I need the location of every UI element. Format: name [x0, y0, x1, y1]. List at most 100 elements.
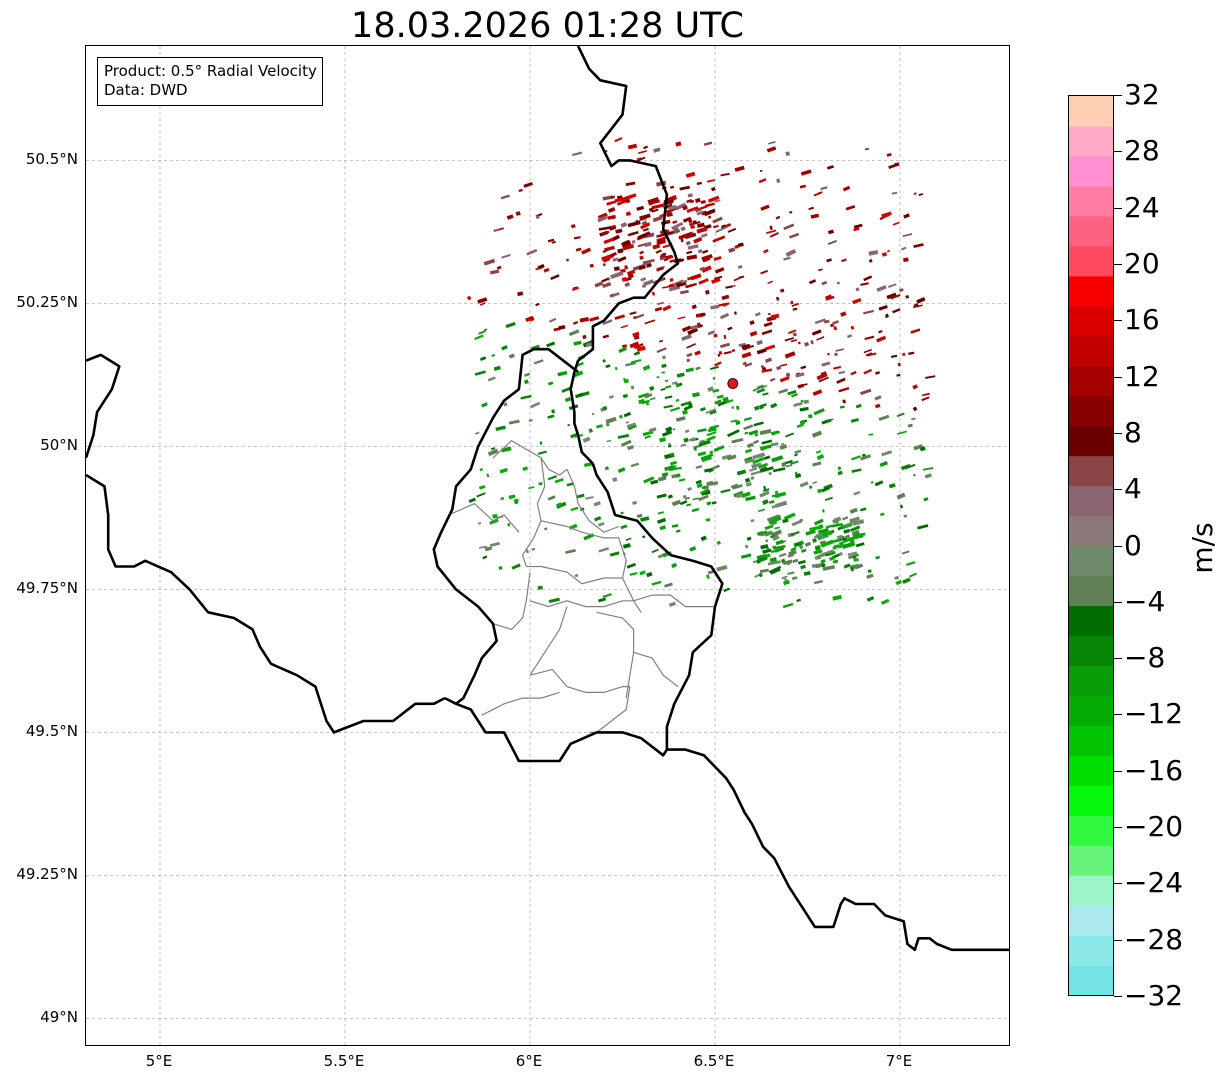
- velocity-echo: [780, 288, 785, 293]
- velocity-echo: [626, 422, 637, 429]
- velocity-echo: [627, 220, 641, 228]
- velocity-echo: [612, 477, 618, 482]
- velocity-echo: [620, 324, 628, 329]
- velocity-echo: [758, 572, 763, 578]
- colorbar-tick: [1114, 208, 1122, 209]
- velocity-echo: [799, 518, 804, 522]
- velocity-echo: [809, 485, 813, 489]
- velocity-echo: [566, 258, 569, 262]
- velocity-echo: [758, 508, 766, 513]
- colorbar-tick-label: 20: [1124, 247, 1160, 280]
- velocity-echo: [508, 353, 515, 359]
- velocity-echo: [820, 558, 826, 564]
- velocity-echo: [851, 455, 861, 461]
- velocity-echo: [701, 489, 711, 496]
- velocity-echo: [788, 549, 797, 556]
- velocity-echo: [759, 403, 767, 408]
- velocity-echo: [761, 368, 772, 373]
- velocity-echo: [808, 206, 815, 211]
- velocity-echo: [667, 228, 681, 236]
- velocity-echo: [543, 267, 550, 273]
- velocity-echo: [523, 181, 533, 188]
- velocity-echo: [868, 433, 874, 436]
- velocity-echo: [476, 492, 486, 498]
- velocity-echo: [842, 399, 846, 404]
- velocity-echo: [750, 519, 755, 523]
- colorbar-segment: [1069, 455, 1113, 487]
- velocity-echo: [774, 548, 781, 553]
- lon-tick-label: 6°E: [515, 1052, 543, 1070]
- velocity-echo: [496, 265, 502, 270]
- velocity-echo: [821, 361, 831, 367]
- map-panel[interactable]: [85, 45, 1010, 1046]
- velocity-echo: [764, 357, 773, 363]
- velocity-echo: [744, 544, 749, 549]
- velocity-echo: [769, 567, 781, 575]
- velocity-echo: [733, 276, 743, 282]
- velocity-echo: [815, 450, 822, 454]
- velocity-echo: [713, 445, 725, 452]
- velocity-echo: [661, 252, 667, 257]
- velocity-echo: [707, 195, 720, 203]
- velocity-echo: [769, 500, 775, 504]
- velocity-echo: [811, 563, 816, 569]
- velocity-echo: [573, 340, 582, 346]
- velocity-echo: [839, 405, 845, 409]
- velocity-echo: [843, 528, 851, 534]
- velocity-echo: [665, 255, 674, 260]
- velocity-echo: [718, 351, 723, 355]
- velocity-echo: [922, 392, 930, 397]
- velocity-echo: [838, 370, 846, 375]
- velocity-echo: [723, 587, 731, 593]
- velocity-echo: [626, 269, 636, 276]
- velocity-echo: [581, 247, 592, 255]
- velocity-echo: [771, 504, 777, 509]
- velocity-echo: [800, 419, 806, 425]
- velocity-echo: [679, 500, 688, 506]
- velocity-echo: [520, 394, 532, 400]
- velocity-echo: [589, 263, 594, 268]
- velocity-echo: [661, 371, 665, 374]
- velocity-echo: [493, 228, 499, 232]
- velocity-echo: [789, 232, 800, 239]
- velocity-echo: [910, 328, 921, 334]
- velocity-echo: [659, 525, 667, 531]
- velocity-echo: [775, 500, 788, 508]
- colorbar-tick-label: −4: [1124, 585, 1166, 618]
- colorbar-segment: [1069, 965, 1113, 995]
- colorbar-tick-label: −20: [1124, 810, 1184, 843]
- velocity-echo: [682, 216, 692, 223]
- velocity-echo: [611, 214, 616, 220]
- velocity-echo: [682, 494, 687, 499]
- velocity-echo: [888, 163, 898, 169]
- velocity-echo: [838, 541, 844, 547]
- velocity-echo: [912, 473, 916, 477]
- velocity-echo: [783, 512, 796, 521]
- velocity-echo: [886, 153, 892, 157]
- velocity-echo: [911, 417, 916, 421]
- velocity-echo: [535, 215, 540, 219]
- velocity-echo: [720, 488, 731, 494]
- velocity-echo: [625, 181, 636, 187]
- velocity-echo: [752, 439, 760, 445]
- velocity-echo: [785, 151, 791, 157]
- velocity-echo: [760, 204, 770, 211]
- velocity-echo: [756, 339, 763, 346]
- velocity-echo: [899, 288, 904, 292]
- velocity-echo: [714, 399, 722, 405]
- velocity-echo: [656, 238, 666, 246]
- velocity-echo: [546, 341, 556, 348]
- velocity-echo: [731, 348, 736, 353]
- velocity-echo: [474, 334, 484, 341]
- velocity-echo: [701, 485, 709, 490]
- velocity-echo: [533, 359, 544, 365]
- velocity-echo: [694, 207, 702, 213]
- velocity-echo: [750, 476, 755, 481]
- velocity-echo: [661, 231, 674, 237]
- velocity-echo: [605, 416, 617, 424]
- velocity-echo: [564, 397, 572, 403]
- radar-map[interactable]: [86, 46, 1010, 1046]
- district-boundary: [529, 606, 568, 676]
- velocity-echo: [614, 137, 623, 143]
- velocity-echo: [716, 540, 721, 545]
